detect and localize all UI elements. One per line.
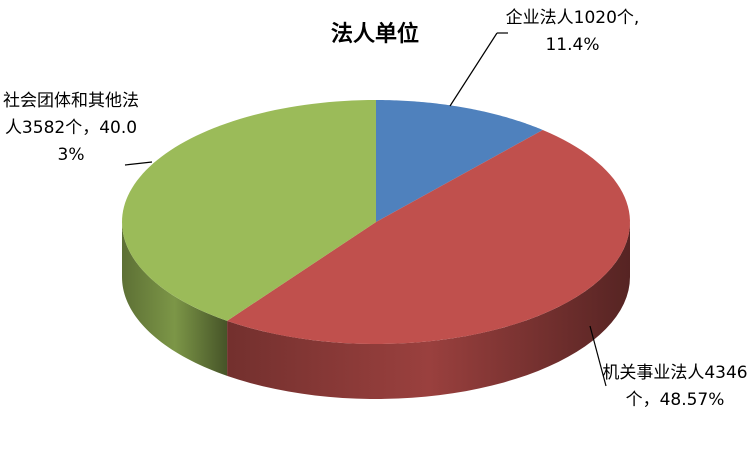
slice-side (122, 222, 228, 376)
chart-title: 法人单位 (330, 22, 419, 47)
data-label: 企业法人1020个,11.4% (505, 8, 640, 55)
slice-side (227, 222, 630, 399)
data-label: 社会团体和其他法人3582个，40.03% (3, 91, 139, 165)
slice (376, 100, 543, 222)
leader-line (124, 161, 153, 166)
data-label: 机关事业法人4346个，48.57% (602, 363, 748, 410)
leader-line (449, 32, 498, 107)
slice (227, 129, 630, 344)
slice (122, 100, 376, 321)
leader-line (589, 325, 607, 387)
